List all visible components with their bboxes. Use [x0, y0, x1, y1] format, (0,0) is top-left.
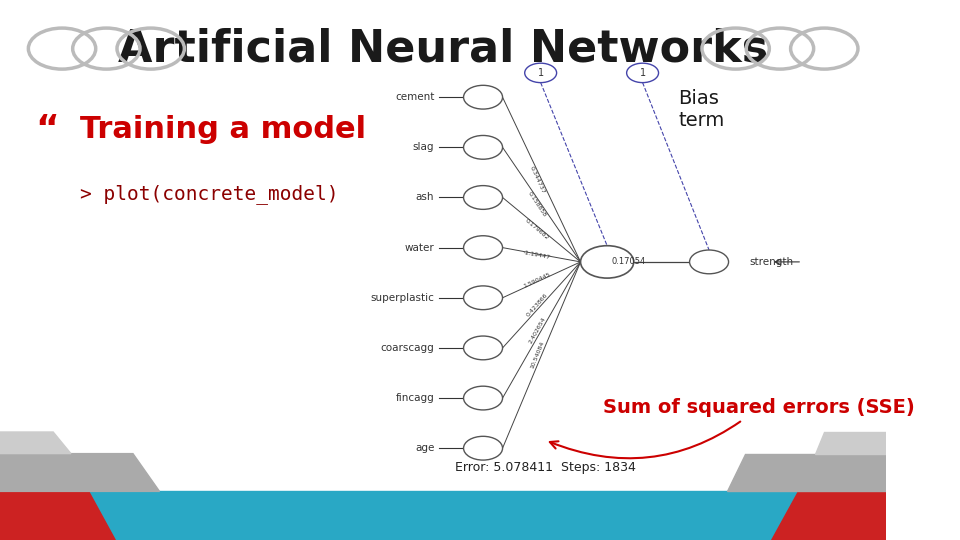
- Circle shape: [464, 136, 502, 159]
- Text: Bias
term: Bias term: [678, 89, 724, 130]
- Circle shape: [689, 250, 729, 274]
- Text: 0.179682: 0.179682: [524, 218, 550, 241]
- Polygon shape: [727, 454, 886, 491]
- Text: Sum of squared errors (SSE): Sum of squared errors (SSE): [550, 398, 915, 458]
- Text: 1: 1: [639, 68, 646, 78]
- Text: fincagg: fincagg: [396, 393, 434, 403]
- Circle shape: [464, 436, 502, 460]
- Text: slag: slag: [413, 143, 434, 152]
- Circle shape: [464, 236, 502, 260]
- Polygon shape: [815, 432, 886, 454]
- Text: ash: ash: [416, 192, 434, 202]
- Text: superplastic: superplastic: [371, 293, 434, 303]
- Text: -1.19447: -1.19447: [523, 249, 551, 260]
- Text: 0.423866: 0.423866: [525, 292, 549, 318]
- Text: Error: 5.078411  Steps: 1834: Error: 5.078411 Steps: 1834: [455, 461, 636, 474]
- Circle shape: [464, 85, 502, 109]
- Text: water: water: [404, 242, 434, 253]
- Text: strength: strength: [749, 257, 793, 267]
- Polygon shape: [0, 454, 159, 491]
- Text: 0.17054: 0.17054: [612, 258, 646, 266]
- Polygon shape: [0, 432, 71, 454]
- Text: 0.344737: 0.344737: [529, 165, 545, 194]
- Circle shape: [525, 63, 557, 83]
- Text: 2.402654: 2.402654: [528, 316, 546, 344]
- Text: cement: cement: [395, 92, 434, 102]
- Circle shape: [464, 286, 502, 309]
- Polygon shape: [0, 491, 115, 540]
- Text: Training a model: Training a model: [80, 115, 366, 144]
- Circle shape: [627, 63, 659, 83]
- Circle shape: [464, 336, 502, 360]
- Bar: [0, 491, 886, 540]
- Text: Artificial Neural Networks: Artificial Neural Networks: [118, 27, 768, 70]
- Text: 0.158858: 0.158858: [527, 191, 547, 218]
- Circle shape: [581, 246, 634, 278]
- Circle shape: [464, 386, 502, 410]
- Polygon shape: [771, 491, 886, 540]
- Text: 10.54084: 10.54084: [529, 341, 545, 369]
- Text: “: “: [36, 113, 60, 146]
- Text: coarscagg: coarscagg: [380, 343, 434, 353]
- Text: > plot(concrete_model): > plot(concrete_model): [80, 185, 338, 204]
- Text: age: age: [415, 443, 434, 453]
- Circle shape: [464, 186, 502, 210]
- Text: 1.590445: 1.590445: [522, 271, 551, 288]
- Text: 1: 1: [538, 68, 543, 78]
